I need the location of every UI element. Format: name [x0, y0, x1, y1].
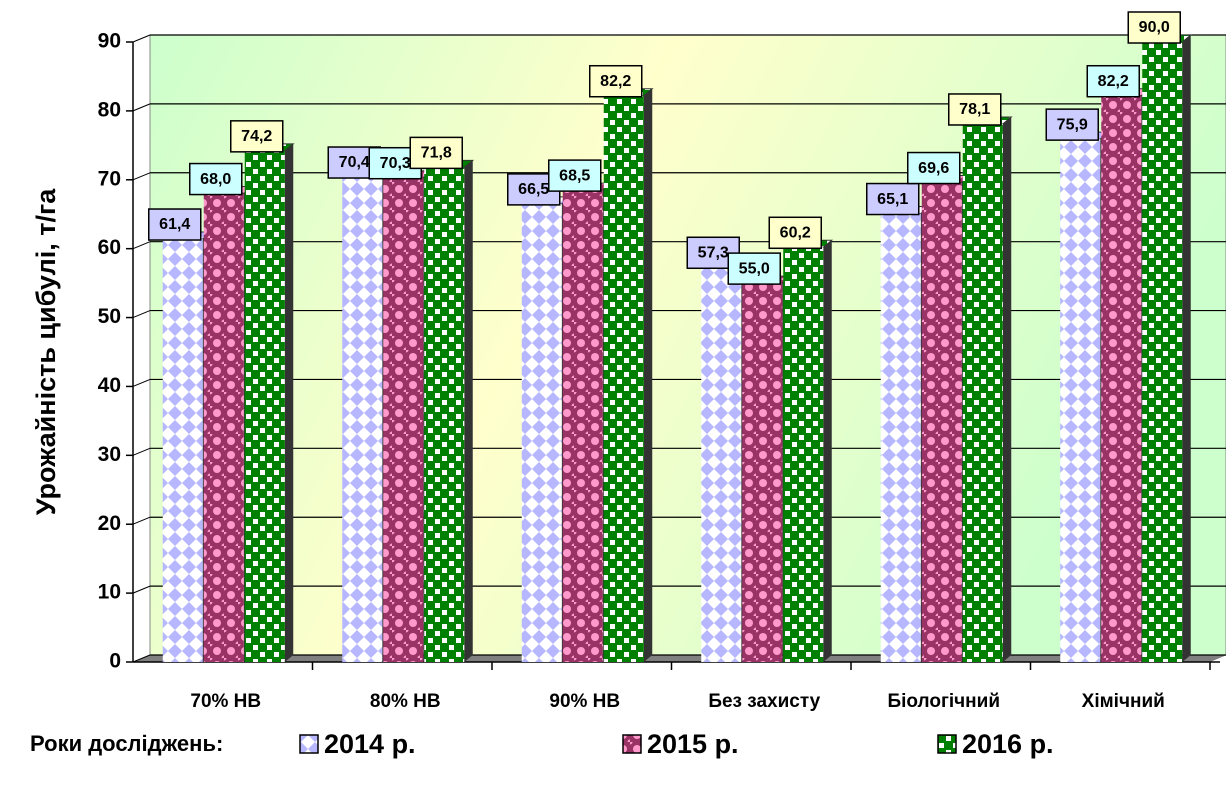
- value-label-box: [948, 93, 1002, 126]
- value-label-box: [548, 159, 602, 192]
- bar: [701, 267, 742, 662]
- bar-side: [1182, 35, 1191, 662]
- legend-title: Роки досліджень:: [30, 731, 223, 756]
- value-label: 68,0: [200, 171, 231, 188]
- grid-line-side: [132, 654, 151, 663]
- bar: [203, 193, 244, 663]
- value-label: 71,8: [421, 145, 452, 162]
- bar: [244, 150, 285, 662]
- y-axis-label: Урожайність цибулі, т/га: [31, 188, 61, 515]
- bar: [562, 190, 603, 662]
- grid-line-side: [132, 585, 151, 594]
- grid-line-side: [132, 310, 151, 319]
- value-label: 66,5: [518, 181, 549, 198]
- x-tick-label: Без захисту: [708, 691, 820, 712]
- value-label: 70,4: [339, 154, 370, 171]
- grid-line-side: [132, 241, 151, 250]
- x-tick-label: 90% НВ: [549, 691, 620, 712]
- y-tick-label: 20: [98, 512, 121, 535]
- value-label: 90,0: [1139, 19, 1170, 36]
- value-label-box: [230, 120, 284, 153]
- value-label: 69,6: [918, 160, 949, 177]
- grid-line-side: [132, 34, 151, 43]
- value-label: 65,1: [877, 191, 908, 208]
- bar-side: [643, 88, 653, 662]
- bar: [1142, 42, 1183, 662]
- y-tick-label: 60: [98, 236, 121, 259]
- y-tick-label: 90: [98, 30, 121, 53]
- y-tick-label: 40: [98, 374, 121, 397]
- bar-side: [823, 240, 832, 663]
- value-label-box: [1045, 108, 1099, 141]
- grid-line-side: [132, 103, 151, 112]
- value-label-box: [907, 151, 961, 185]
- grid-line-side: [132, 516, 151, 525]
- legend-swatch: [622, 734, 642, 754]
- bar: [603, 95, 644, 662]
- legend-swatch: [937, 734, 957, 754]
- x-tick-label: 80% НВ: [370, 691, 441, 712]
- bar: [521, 203, 562, 662]
- y-tick-label: 30: [98, 443, 121, 466]
- value-label: 78,1: [959, 101, 990, 118]
- legend-swatch: [299, 734, 319, 754]
- value-label: 70,3: [380, 155, 411, 172]
- y-tick-label: 0: [109, 650, 121, 673]
- y-tick-label: 70: [98, 167, 121, 190]
- bar: [1060, 139, 1101, 663]
- value-label: 82,2: [600, 73, 631, 90]
- value-label: 82,2: [1098, 73, 1129, 90]
- x-tick-label: 70% НВ: [190, 691, 261, 712]
- bar: [921, 182, 962, 663]
- legend-label: 2016 р.: [962, 729, 1054, 759]
- bar: [962, 123, 1003, 662]
- bar-side: [464, 160, 473, 662]
- value-label: 60,2: [780, 225, 811, 242]
- grid-line-side: [132, 172, 151, 181]
- x-tick-label: Біологічний: [887, 691, 1000, 712]
- value-label-box: [727, 252, 781, 285]
- bar: [424, 167, 465, 662]
- value-label: 68,5: [559, 167, 590, 184]
- bar: [1101, 95, 1142, 662]
- legend-label: 2014 р.: [324, 729, 416, 759]
- bar-side: [1002, 116, 1012, 662]
- value-label: 57,3: [698, 244, 729, 261]
- bar: [742, 283, 783, 662]
- bar: [383, 177, 424, 662]
- value-label-box: [1127, 11, 1181, 44]
- value-label: 74,2: [241, 128, 272, 145]
- x-tick-label: Хімічний: [1082, 691, 1165, 712]
- value-label-box: [1086, 64, 1140, 98]
- value-label-box: [148, 208, 202, 241]
- value-label: 55,0: [739, 260, 770, 277]
- bar: [783, 247, 824, 663]
- bar: [342, 177, 383, 662]
- bar: [880, 213, 921, 663]
- y-tick-label: 80: [98, 98, 121, 121]
- y-tick-label: 10: [98, 581, 121, 604]
- legend-label: 2015 р.: [647, 729, 739, 759]
- bar-side: [284, 143, 294, 662]
- value-label-box: [589, 64, 643, 98]
- value-label: 75,9: [1057, 116, 1088, 133]
- value-label-box: [409, 136, 463, 170]
- grid-line-side: [132, 378, 151, 387]
- value-label-box: [189, 162, 243, 196]
- y-tick-label: 50: [98, 305, 121, 328]
- bar: [162, 239, 203, 662]
- value-label-box: [866, 182, 920, 216]
- value-label-box: [768, 216, 822, 250]
- grid-line-side: [132, 447, 151, 456]
- value-label: 61,4: [159, 216, 190, 233]
